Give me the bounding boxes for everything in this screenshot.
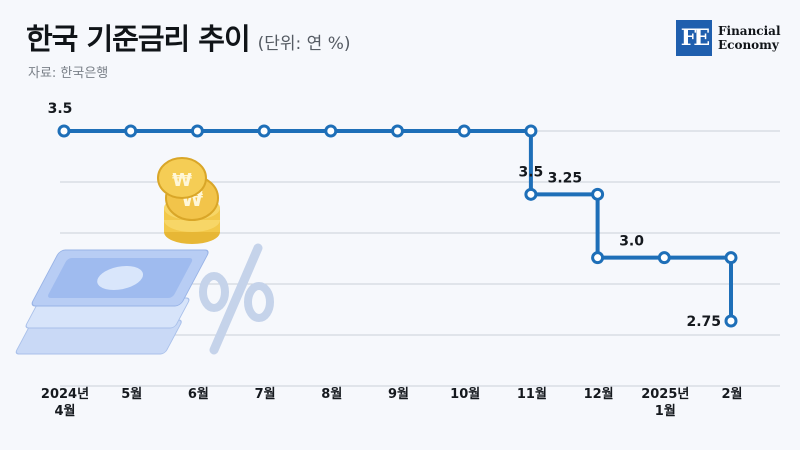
logo-line1: Financial — [718, 24, 781, 38]
data-point — [391, 124, 404, 138]
x-tick-label: 9월 — [388, 386, 409, 402]
x-tick-label: 8월 — [321, 386, 342, 402]
data-label: 3.0 — [619, 234, 644, 250]
data-point — [657, 251, 671, 265]
x-tick-label: 2024년 4월 — [41, 387, 89, 419]
data-point — [524, 187, 538, 201]
data-point — [591, 251, 605, 265]
x-tick-label: 11월 — [517, 386, 547, 402]
data-label: 3.5 — [48, 101, 73, 117]
unit-label: (단위: 연 %) — [257, 34, 351, 54]
data-point — [257, 124, 271, 138]
x-tick-label: 2월 — [721, 386, 742, 402]
data-label: 3.5 — [518, 164, 543, 180]
data-point — [724, 251, 738, 265]
plot-area: 3.5 3.5 3.25 3.0 2.75 2024년 4월 5월 6월 7월 8월 9월 10월 11월… — [41, 101, 743, 419]
x-tick-label: 6월 — [188, 386, 209, 402]
data-point — [190, 124, 204, 138]
source-note: 자료: 한국은행 — [28, 66, 109, 81]
logo-text: Financial Economy — [718, 24, 781, 52]
data-point — [124, 124, 138, 138]
data-label: 2.75 — [686, 314, 721, 330]
data-point — [57, 124, 71, 138]
data-point — [324, 124, 338, 138]
x-tick-label: 5월 — [121, 386, 142, 402]
x-tick-label: 7월 — [255, 386, 276, 402]
money-illustration-icon: ₩ ₩ — [15, 157, 274, 355]
data-point — [457, 124, 471, 138]
x-tick-label: 10월 — [450, 386, 480, 402]
x-tick-label: 12월 — [584, 386, 614, 402]
title-area: 한국 기준금리 추이 (단위: 연 %) — [26, 16, 351, 58]
data-point — [591, 187, 605, 201]
svg-text:₩: ₩ — [172, 170, 192, 191]
chart-title: 한국 기준금리 추이 — [26, 22, 251, 56]
logo-line2: Economy — [718, 38, 779, 52]
x-tick-label: 2025년 1월 — [641, 387, 689, 419]
logo-mark-icon: FE — [676, 20, 712, 56]
publisher-logo: FE Financial Economy — [676, 20, 781, 56]
data-point — [724, 314, 738, 328]
data-label: 3.25 — [548, 170, 583, 186]
data-point — [524, 124, 538, 138]
rate-line — [64, 129, 733, 321]
